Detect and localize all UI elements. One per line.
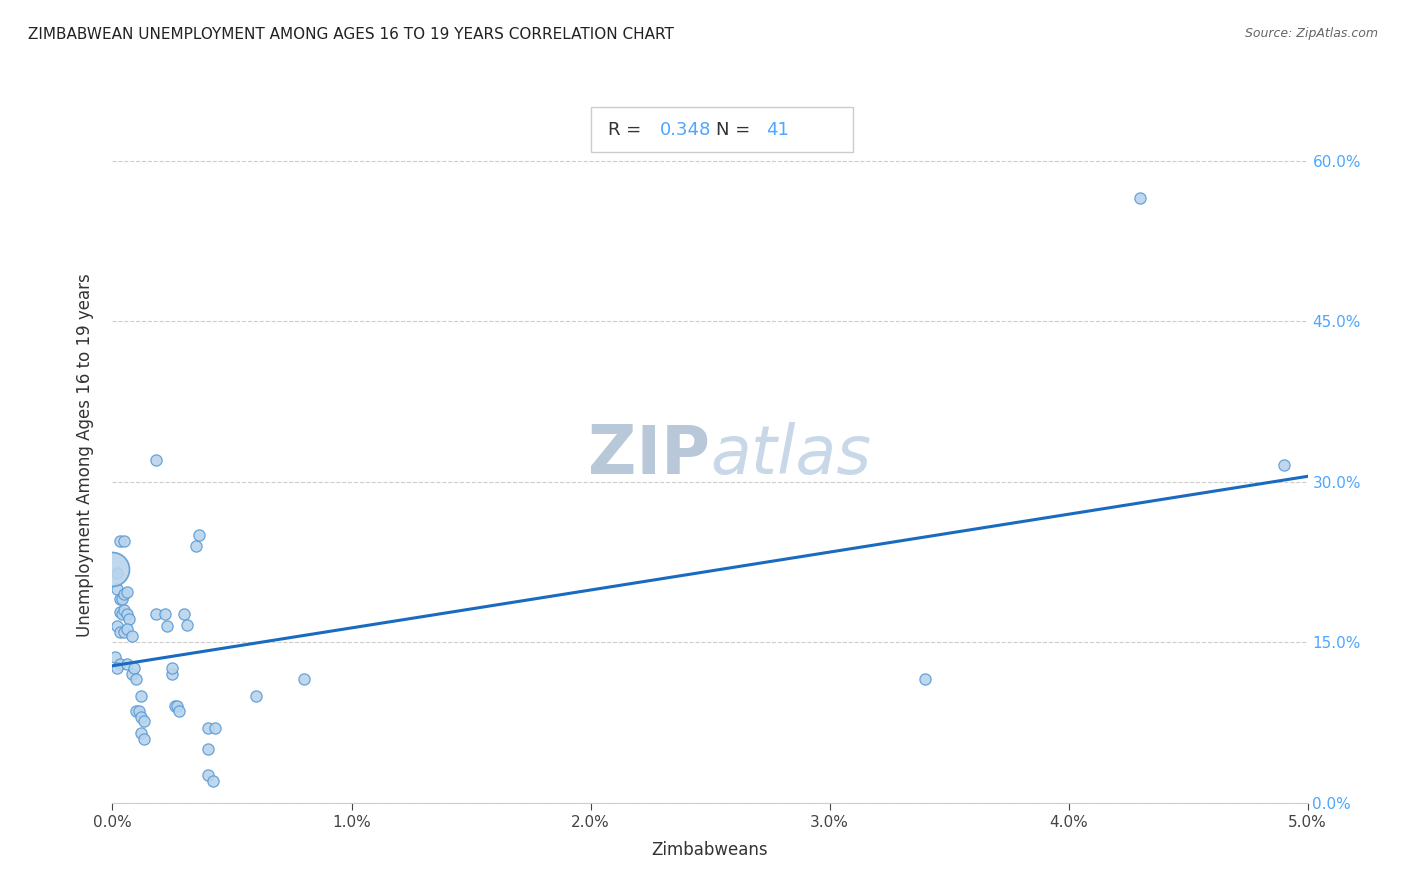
Point [101,562,124,576]
Point [121,629,143,643]
Point [162,667,183,681]
Y-axis label: Unemployment Among Ages 16 to 19 years: Unemployment Among Ages 16 to 19 years [76,273,94,637]
Point [114,603,135,617]
Text: N =: N = [716,120,756,138]
Point [129,726,152,740]
Point [108,624,131,639]
Point [108,592,131,607]
Point [114,533,135,548]
Point [187,528,209,542]
Point [115,607,138,622]
Point [121,667,143,681]
Point [145,453,167,467]
Point [108,605,131,619]
Point [122,661,145,675]
Point [105,661,128,675]
Point [125,704,148,718]
Point [111,592,134,607]
Point [105,619,128,633]
X-axis label: Zimbabweans: Zimbabweans [652,841,768,859]
Point [132,731,155,746]
Point [173,607,195,622]
Text: 41: 41 [766,120,789,138]
Point [292,672,315,686]
Point [125,672,148,686]
Point [115,657,138,671]
Point [245,689,267,703]
Point [105,582,128,596]
Point [163,699,186,714]
Point [129,689,152,703]
Point [197,768,219,782]
Text: ZIMBABWEAN UNEMPLOYMENT AMONG AGES 16 TO 19 YEARS CORRELATION CHART: ZIMBABWEAN UNEMPLOYMENT AMONG AGES 16 TO… [28,27,673,42]
Point [204,721,226,735]
Point [115,585,138,599]
Point [914,672,936,686]
Point [128,704,150,718]
FancyBboxPatch shape [591,107,853,153]
Point [129,710,152,724]
Point [105,566,128,580]
Point [186,539,208,553]
Point [201,774,224,789]
Point [169,704,191,718]
Point [153,607,176,622]
Point [166,699,188,714]
Text: R =: R = [609,120,647,138]
Point [114,624,135,639]
Point [197,742,219,756]
Point [114,587,135,601]
Text: Source: ZipAtlas.com: Source: ZipAtlas.com [1244,27,1378,40]
Point [132,714,155,729]
Point [156,619,179,633]
Point [111,607,134,622]
Text: 0.348: 0.348 [659,120,711,138]
Point [176,618,198,632]
Point [145,607,167,622]
Point [108,657,131,671]
Point [162,661,183,675]
Point [1129,191,1152,205]
Point [1272,458,1295,472]
Point [197,721,219,735]
Text: atlas: atlas [710,422,872,488]
Text: ZIP: ZIP [588,422,710,488]
Point [104,650,127,665]
Point [108,533,131,548]
Point [118,612,141,626]
Point [115,623,138,637]
